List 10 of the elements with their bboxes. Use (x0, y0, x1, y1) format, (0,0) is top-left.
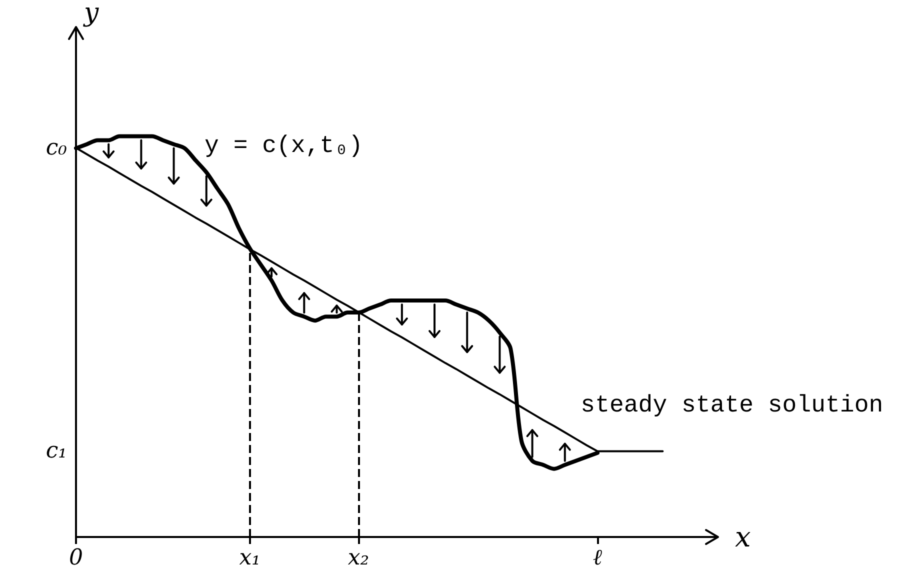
series-label: y = c(x,t₀) (204, 132, 363, 160)
x-tick-label: x₂ (348, 546, 370, 570)
series-label: steady state solution (580, 392, 884, 420)
x-tick-label: 0 (69, 546, 83, 570)
x-tick-label: x₁ (239, 546, 260, 570)
y-axis-title: y (83, 0, 99, 28)
text: c₀ (46, 135, 68, 160)
x-tick-label: ℓ (592, 546, 603, 570)
x-axis-title: x (735, 520, 751, 554)
text: c₁ (46, 438, 67, 464)
